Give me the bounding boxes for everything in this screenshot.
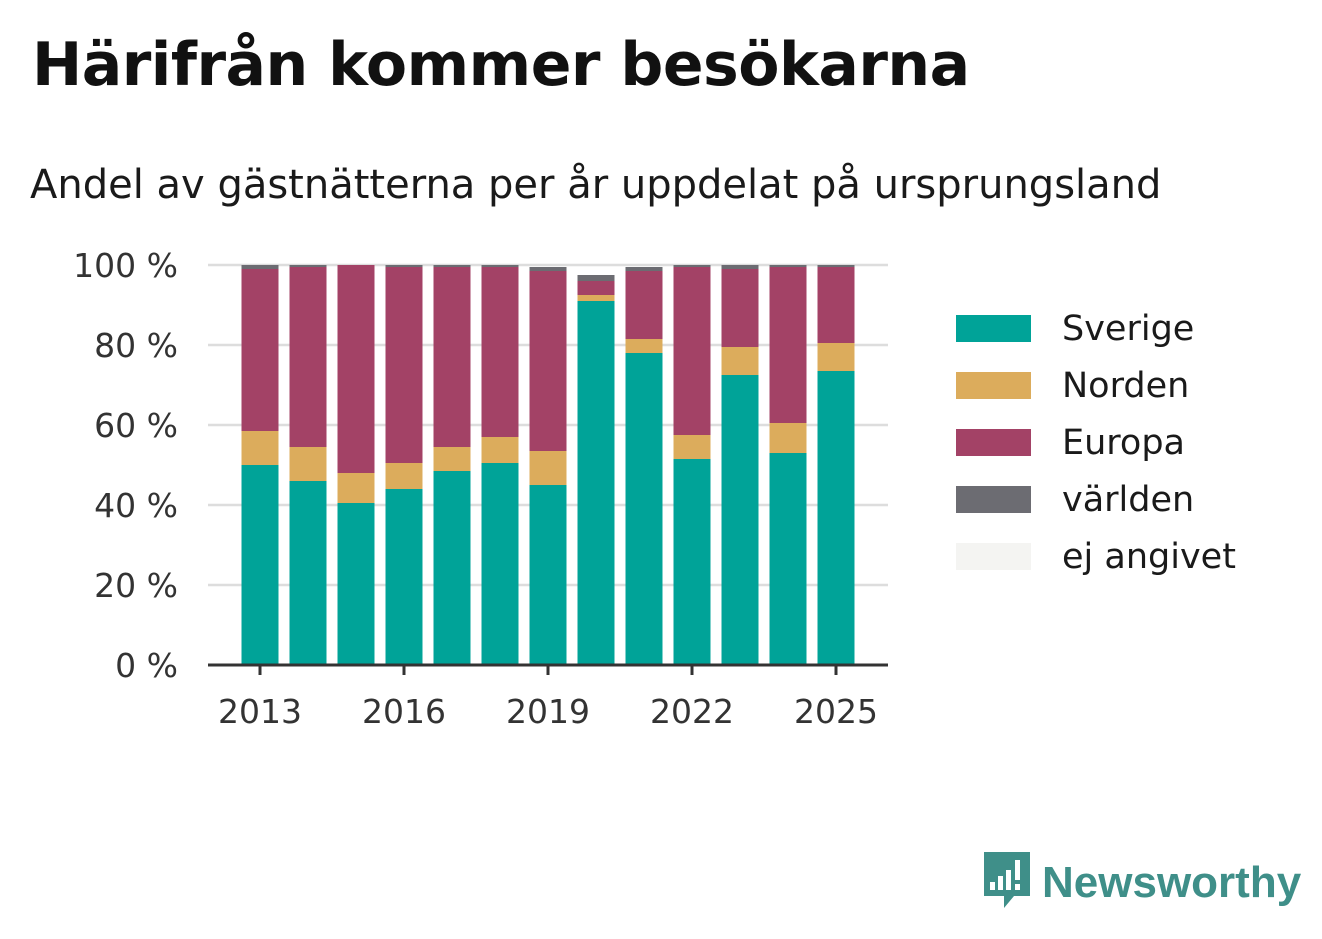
bar-europa-2022 [673, 267, 711, 435]
bar-norden-2014 [289, 447, 327, 481]
legend-label-ej-angivet: ej angivet [1062, 536, 1236, 577]
bar-europa-2023 [721, 269, 759, 347]
legend-item-sverige: Sverige [956, 300, 1236, 357]
axes: 0 % 20 % 40 % 60 % 80 % 100 % 2013 2016 2019 2022… [73, 246, 888, 731]
bar-norden-2024 [769, 423, 807, 453]
bar-v-rlden-2023 [721, 265, 759, 269]
legend-label-varlden: världen [1062, 479, 1195, 520]
chart-title: Härifrån kommer besökarna [32, 30, 970, 100]
legend-swatch-varlden [956, 486, 1031, 513]
bar-sverige-2017 [433, 471, 471, 665]
legend-label-norden: Norden [1062, 365, 1190, 406]
bar-norden-2019 [529, 451, 567, 485]
legend-item-norden: Norden [956, 357, 1236, 414]
bar-sverige-2024 [769, 453, 807, 665]
bar-europa-2015 [337, 265, 375, 473]
bar-sverige-2015 [337, 503, 375, 665]
bar-sverige-2018 [481, 463, 519, 665]
bar-sverige-2022 [673, 459, 711, 665]
y-tick-label: 60 % [94, 406, 178, 445]
bar-norden-2020 [577, 295, 615, 301]
bar-norden-2022 [673, 435, 711, 459]
bar-v-rlden-2016 [385, 265, 423, 267]
bar-sverige-2025 [817, 371, 855, 665]
bar-europa-2020 [577, 281, 615, 295]
legend-label-sverige: Sverige [1062, 308, 1195, 349]
legend-item-varlden: världen [956, 471, 1236, 528]
bar-v-rlden-2017 [433, 265, 471, 267]
bar-v-rlden-2024 [769, 265, 807, 267]
bar-sverige-2019 [529, 485, 567, 665]
x-tick-label: 2019 [506, 692, 590, 731]
bar-norden-2025 [817, 343, 855, 371]
legend: Sverige Norden Europa världen ej angivet [956, 300, 1236, 585]
x-tick-label: 2016 [362, 692, 446, 731]
bar-norden-2016 [385, 463, 423, 489]
bar-sverige-2021 [625, 353, 663, 665]
brand-name: Newsworthy [1042, 858, 1302, 907]
bar-v-rlden-2022 [673, 265, 711, 267]
bar-europa-2013 [241, 269, 279, 431]
bar-norden-2017 [433, 447, 471, 471]
bar-sverige-2016 [385, 489, 423, 665]
legend-label-europa: Europa [1062, 422, 1185, 463]
bar-europa-2025 [817, 267, 855, 343]
bar-sverige-2014 [289, 481, 327, 665]
bar-norden-2021 [625, 339, 663, 353]
bar-europa-2021 [625, 271, 663, 339]
legend-swatch-sverige [956, 315, 1031, 342]
bar-v-rlden-2020 [577, 275, 615, 281]
bars [241, 265, 855, 665]
x-tick-label: 2022 [650, 692, 734, 731]
y-tick-label: 40 % [94, 486, 178, 525]
bar-sverige-2013 [241, 465, 279, 665]
brand: Newsworthy [982, 850, 1301, 916]
y-tick-label: 100 % [73, 246, 178, 285]
x-tick-label: 2025 [794, 692, 878, 731]
bar-v-rlden-2014 [289, 265, 327, 267]
bar-europa-2019 [529, 271, 567, 451]
bar-v-rlden-2018 [481, 265, 519, 267]
stacked-bar-chart: 0 % 20 % 40 % 60 % 80 % 100 % 2013 2016 2019 2022… [73, 246, 888, 731]
bar-europa-2016 [385, 267, 423, 463]
bar-norden-2013 [241, 431, 279, 465]
bar-v-rlden-2021 [625, 267, 663, 271]
legend-swatch-europa [956, 429, 1031, 456]
newsworthy-logo-icon [982, 850, 1032, 916]
y-tick-label: 20 % [94, 566, 178, 605]
y-tick-label: 80 % [94, 326, 178, 365]
x-tick-label: 2013 [218, 692, 302, 731]
legend-item-ej-angivet: ej angivet [956, 528, 1236, 585]
bar-v-rlden-2025 [817, 265, 855, 267]
legend-swatch-norden [956, 372, 1031, 399]
bar-europa-2017 [433, 267, 471, 447]
bar-europa-2024 [769, 267, 807, 423]
bar-europa-2014 [289, 267, 327, 447]
bar-sverige-2020 [577, 301, 615, 665]
bar-norden-2018 [481, 437, 519, 463]
bar-v-rlden-2013 [241, 265, 279, 269]
bar-europa-2018 [481, 267, 519, 437]
chart-subtitle: Andel av gästnätterna per år uppdelat på… [30, 162, 1162, 208]
bar-norden-2023 [721, 347, 759, 375]
bar-norden-2015 [337, 473, 375, 503]
bar-v-rlden-2019 [529, 267, 567, 271]
bar-sverige-2023 [721, 375, 759, 665]
legend-item-europa: Europa [956, 414, 1236, 471]
legend-swatch-ej-angivet [956, 543, 1031, 570]
y-tick-label: 0 % [115, 646, 178, 685]
